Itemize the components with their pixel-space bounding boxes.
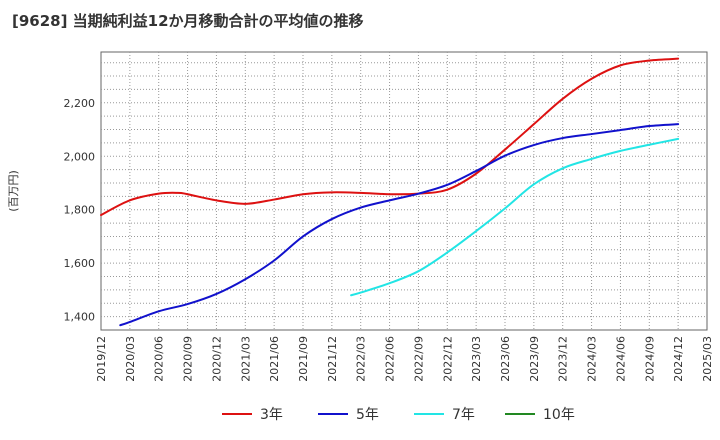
y-axis-label: (百万円) (7, 170, 20, 212)
grid (101, 52, 707, 330)
x-tick-label: 2019/12 (95, 336, 108, 382)
series-line-0 (100, 57, 680, 217)
x-tick-label: 2020/12 (210, 336, 223, 382)
legend-label-1: 5年 (356, 407, 379, 423)
x-tick-label: 2021/03 (239, 336, 252, 382)
series-lines (100, 57, 680, 327)
y-axis-ticks: 1,400 1,600 1,800 2,000 2,200 (64, 97, 96, 324)
x-tick-label: 2022/09 (412, 336, 425, 382)
y-tick-label: 2,200 (64, 97, 96, 110)
x-axis-ticks: 2019/12 2020/03 2020/06 2020/09 2020/12 2021/… (95, 336, 714, 382)
x-tick-label: 2021/12 (326, 336, 339, 382)
y-tick-label: 1,800 (64, 204, 96, 217)
x-tick-label: 2024/12 (672, 336, 685, 382)
y-tick-label: 1,400 (64, 311, 96, 324)
x-tick-label: 2020/06 (153, 336, 166, 382)
x-tick-label: 2023/12 (557, 336, 570, 382)
x-tick-label: 2023/06 (499, 336, 512, 382)
legend-label-3: 10年 (543, 407, 575, 423)
x-tick-label: 2021/09 (297, 336, 310, 382)
x-tick-label: 2020/09 (182, 336, 195, 382)
y-tick-label: 1,600 (64, 257, 96, 270)
x-tick-label: 2022/06 (384, 336, 397, 382)
series-line-1 (119, 123, 680, 327)
x-tick-label: 2023/03 (470, 336, 483, 382)
x-tick-label: 2024/03 (586, 336, 599, 382)
x-tick-label: 2025/03 (701, 336, 714, 382)
plot-area (100, 51, 708, 331)
x-tick-label: 2021/06 (268, 336, 281, 382)
x-tick-label: 2022/03 (355, 336, 368, 382)
x-tick-label: 2023/09 (528, 336, 541, 382)
chart-title: [9628] 当期純利益12か月移動合計の平均値の推移 (12, 12, 364, 30)
legend: 3年 5年 7年 10年 (222, 407, 575, 423)
x-tick-label: 2024/09 (643, 336, 656, 382)
y-tick-label: 2,000 (64, 150, 96, 163)
x-tick-label: 2022/12 (441, 336, 454, 382)
x-tick-label: 2024/06 (614, 336, 627, 382)
series-line-2 (350, 137, 680, 297)
legend-label-2: 7年 (452, 407, 475, 423)
legend-label-0: 3年 (260, 407, 283, 423)
x-tick-label: 2020/03 (124, 336, 137, 382)
